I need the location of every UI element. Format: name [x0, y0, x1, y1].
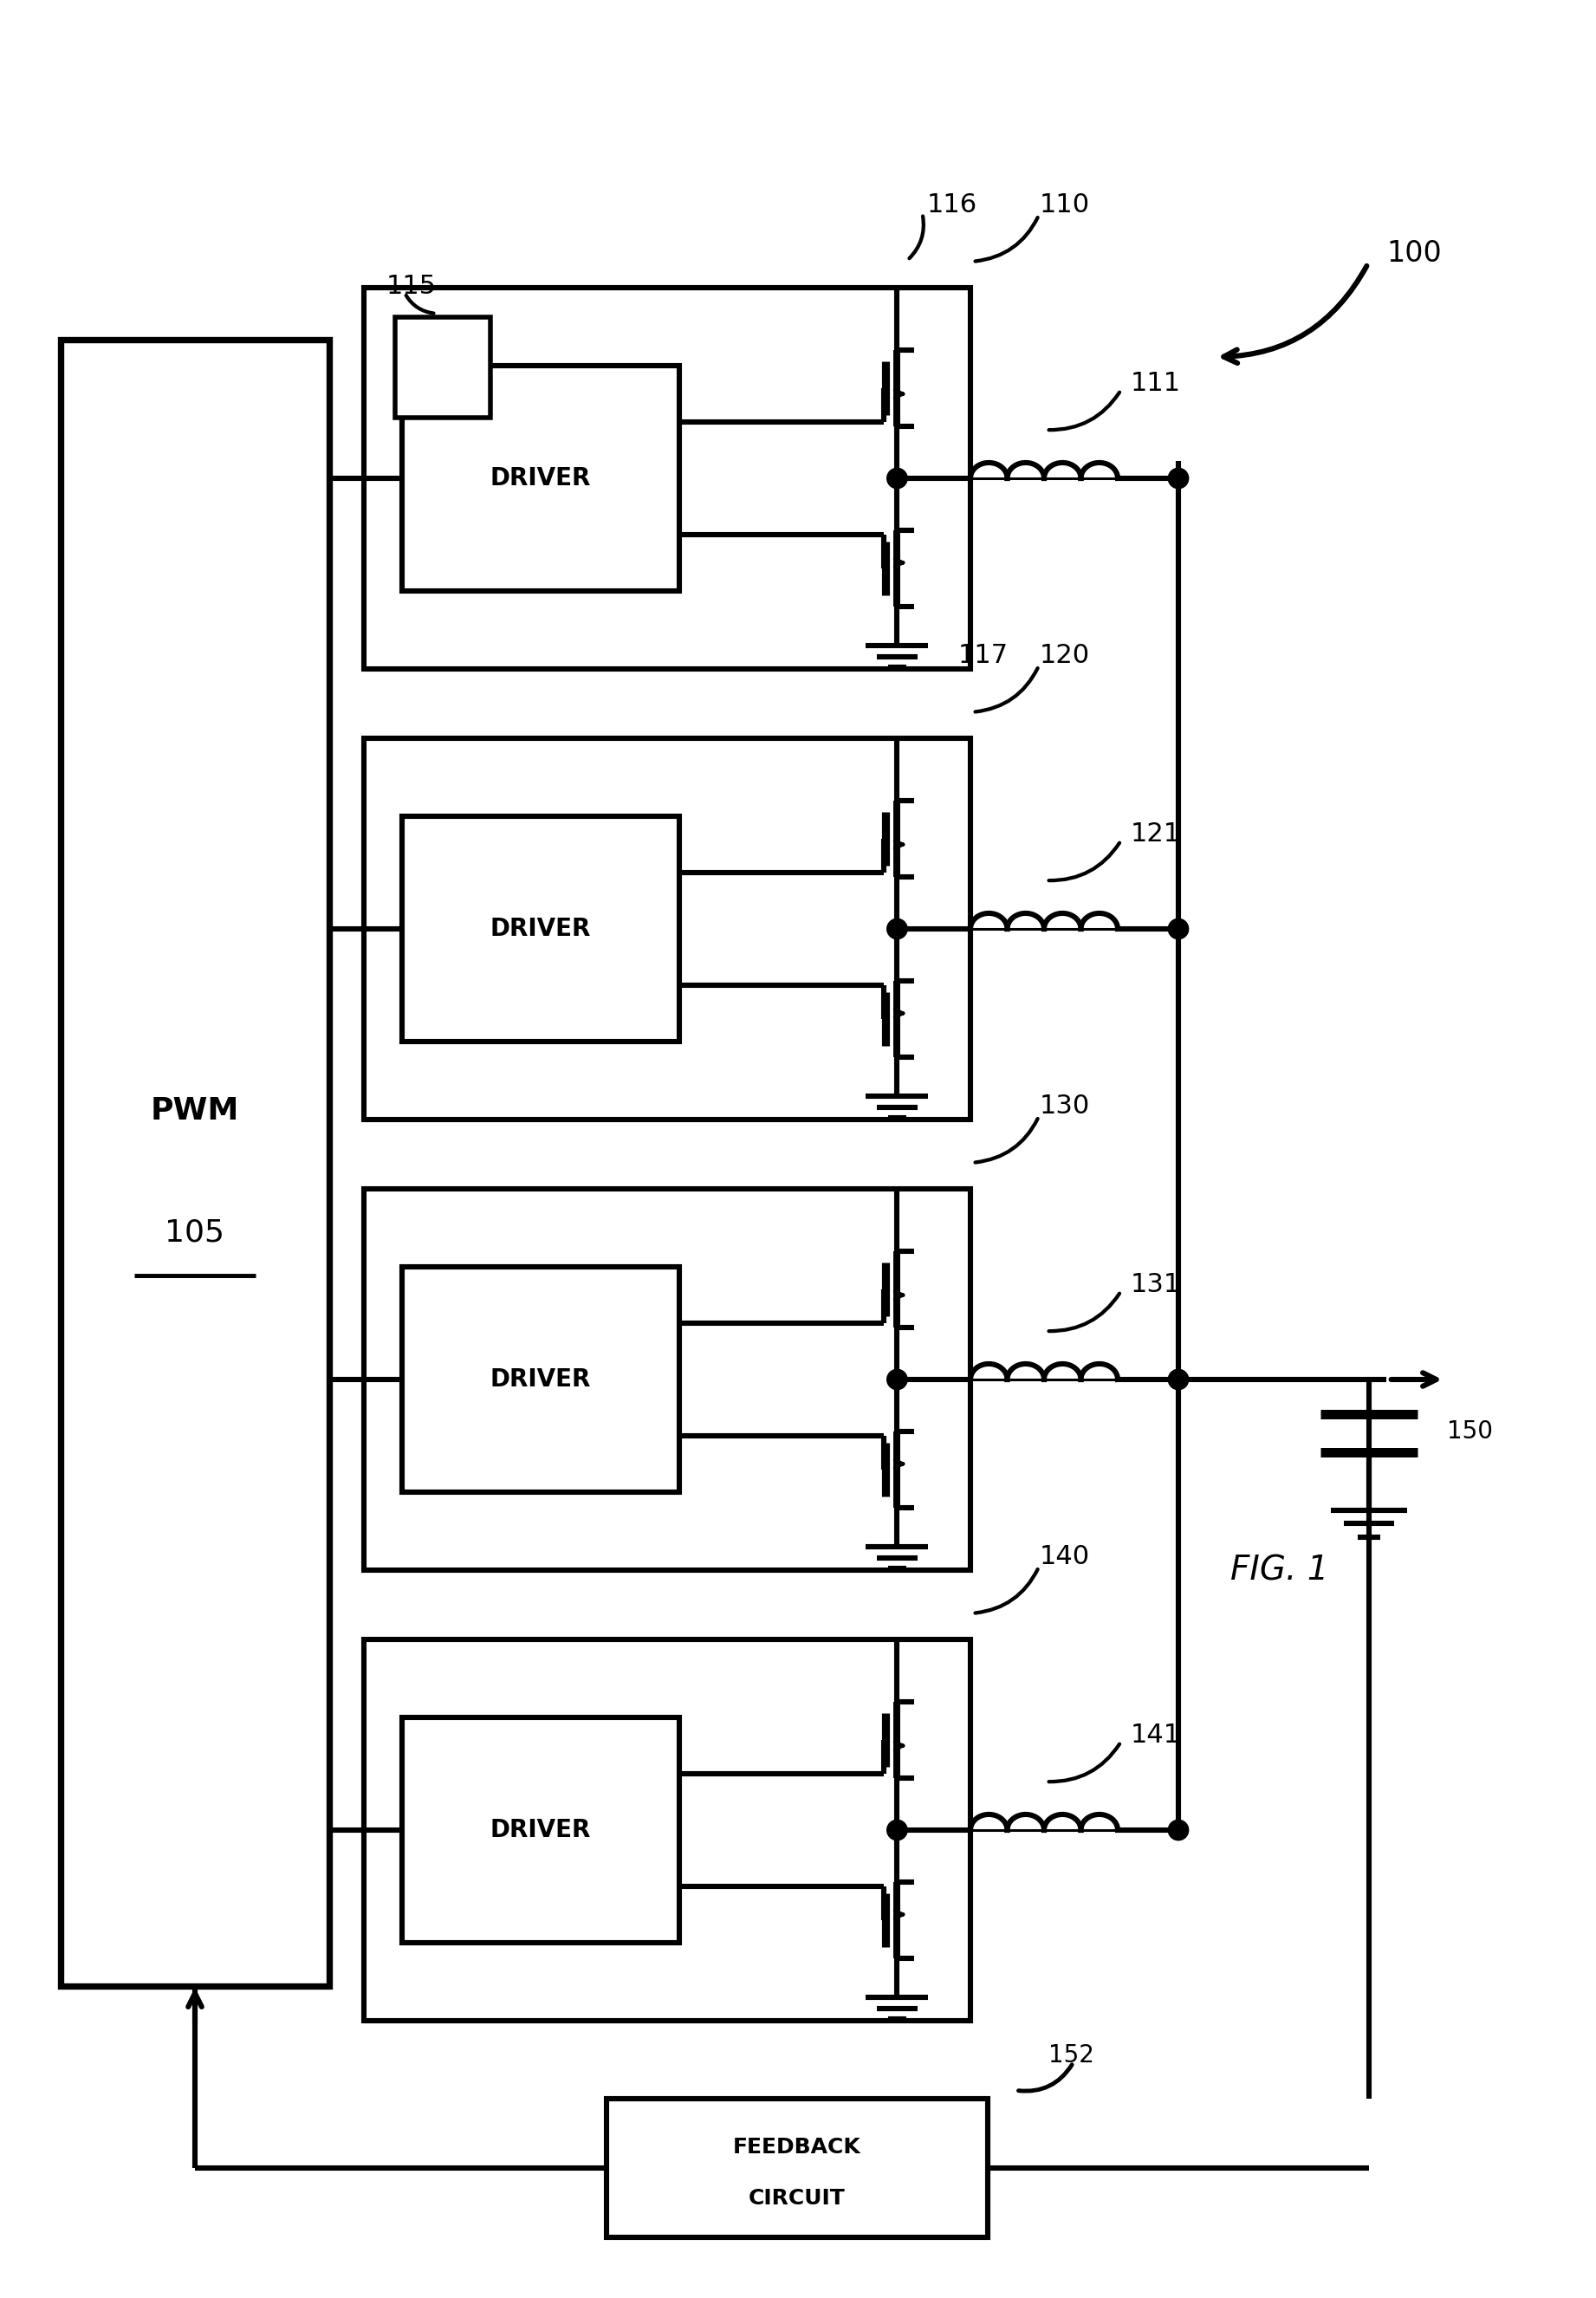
Text: 111: 111 [1130, 370, 1181, 395]
Text: DRIVER: DRIVER [490, 466, 591, 489]
Circle shape [1168, 1820, 1187, 1841]
Text: FEEDBACK: FEEDBACK [733, 2137, 862, 2158]
Text: 150: 150 [1448, 1420, 1492, 1443]
Text: 120: 120 [1039, 643, 1090, 669]
Circle shape [887, 1820, 907, 1841]
Text: DRIVER: DRIVER [490, 1818, 591, 1843]
Bar [364, 1188, 970, 1570]
Circle shape [1168, 919, 1187, 938]
Bar [364, 287, 970, 669]
Text: 115: 115 [386, 273, 437, 299]
Text: 117: 117 [958, 643, 1009, 669]
Text: 140: 140 [1039, 1544, 1090, 1570]
Text: 116: 116 [927, 193, 977, 216]
Text: FIG. 1: FIG. 1 [1231, 1553, 1329, 1586]
Text: 121: 121 [1130, 820, 1181, 846]
Bar [396, 317, 490, 418]
Text: 152: 152 [1049, 2043, 1095, 2068]
Text: 130: 130 [1039, 1094, 1090, 1119]
Circle shape [887, 1370, 907, 1388]
Bar [364, 1638, 970, 2020]
Bar [402, 365, 680, 591]
Circle shape [887, 919, 907, 938]
Text: PWM: PWM [150, 1096, 239, 1126]
Text: DRIVER: DRIVER [490, 917, 591, 942]
Bar [402, 1266, 680, 1491]
Circle shape [1168, 469, 1187, 487]
Bar [402, 1717, 680, 1942]
Text: 141: 141 [1130, 1721, 1181, 1746]
Circle shape [887, 469, 907, 487]
Bar [61, 340, 329, 1985]
Text: CIRCUIT: CIRCUIT [749, 2188, 846, 2208]
Circle shape [1168, 1370, 1187, 1388]
Bar [402, 816, 680, 1041]
Text: 100: 100 [1387, 239, 1441, 267]
Bar [364, 738, 970, 1119]
Bar [606, 2098, 988, 2238]
Text: 110: 110 [1039, 193, 1090, 216]
Text: 105: 105 [164, 1218, 225, 1248]
Text: 131: 131 [1130, 1271, 1181, 1296]
Text: DRIVER: DRIVER [490, 1367, 591, 1393]
